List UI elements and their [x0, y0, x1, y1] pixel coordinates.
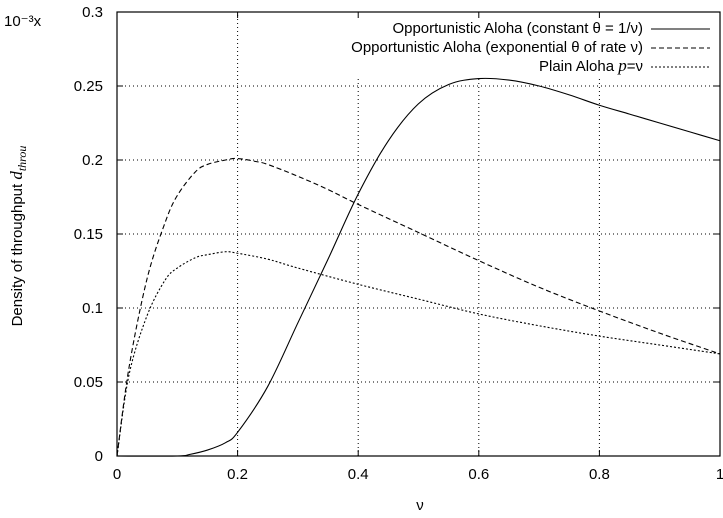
y-tick-label: 0.15 [74, 226, 103, 243]
legend-label-exponential-theta: Opportunistic Aloha (exponential θ of ra… [351, 39, 643, 56]
x-tick-label: 0.8 [589, 466, 610, 483]
grid-lines [117, 12, 720, 456]
y-tick-label: 0.3 [82, 4, 103, 21]
y-tick-label: 0 [95, 448, 103, 465]
y-axis-label-math: d [7, 171, 26, 180]
legend-plain-aloha-math: p [617, 56, 627, 75]
legend-label-plain-aloha: Plain Aloha p=ν [539, 56, 643, 75]
x-tick-label: 0.4 [348, 466, 369, 483]
series-line-exponential-theta [116, 157, 721, 457]
y-tick-label: 0.2 [82, 152, 103, 169]
y-axis-label-main: Density of throughput [9, 180, 26, 327]
y-axis-label: Density of throughput dthrou [7, 146, 29, 327]
legend: Opportunistic Aloha (constant θ = 1/ν) O… [351, 20, 710, 75]
x-tick-label: 0.2 [227, 466, 248, 483]
x-tick-label: 1 [716, 466, 723, 483]
legend-label-constant-theta: Opportunistic Aloha (constant θ = 1/ν) [392, 20, 643, 37]
y-scale-label: 10⁻³x [4, 13, 42, 30]
legend-plain-aloha-suffix: =ν [627, 58, 643, 75]
x-tick-label: 0.6 [468, 466, 489, 483]
y-tick-label: 0.1 [82, 300, 103, 317]
legend-plain-aloha-prefix: Plain Aloha [539, 58, 618, 75]
y-tick-label: 0.05 [74, 374, 103, 391]
y-axis-label-subscript: throu [15, 146, 29, 172]
y-axis-ticks: 0 0.05 0.1 0.15 0.2 0.25 0.3 [74, 4, 720, 465]
x-axis-ticks: 0 0.2 0.4 0.6 0.8 1 [113, 12, 723, 483]
series-line-constant-theta [116, 77, 721, 457]
series-line-plain-aloha [116, 251, 721, 457]
series-lines [116, 77, 721, 457]
x-axis-label: ν [416, 497, 424, 514]
y-tick-label: 0.25 [74, 78, 103, 95]
x-tick-label: 0 [113, 466, 121, 483]
